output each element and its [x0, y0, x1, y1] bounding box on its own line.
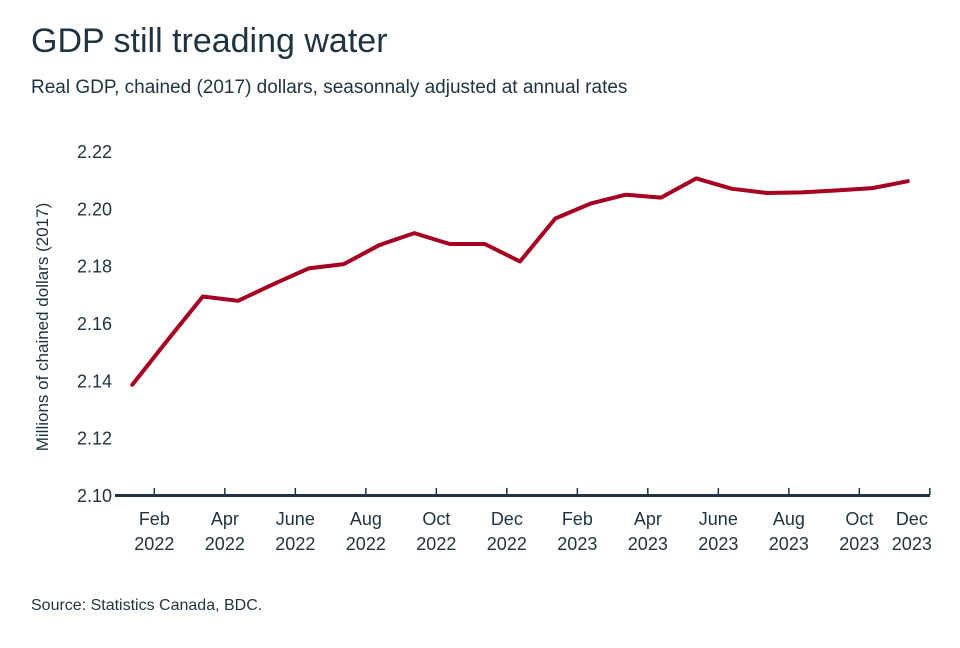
chart-subtitle: Real GDP, chained (2017) dollars, season… — [31, 77, 628, 98]
x-tick-label-year: 2023 — [839, 534, 879, 554]
x-tick-label-month: Oct — [845, 509, 873, 529]
x-tick-label-year: 2022 — [134, 534, 174, 554]
gdp-series-line — [130, 176, 910, 387]
x-tick-label-month: Apr — [211, 509, 239, 529]
x-tick-label-year: 2022 — [416, 534, 456, 554]
y-tick-label: 2.10 — [77, 486, 112, 506]
y-tick-label: 2.16 — [77, 314, 112, 334]
y-tick-label: 2.14 — [77, 371, 112, 391]
y-tick-label: 2.12 — [77, 429, 112, 449]
x-tick-label-month: Dec — [491, 509, 523, 529]
source-note: Source: Statistics Canada, BDC. — [31, 597, 263, 614]
x-tick-label-month: June — [699, 509, 738, 529]
x-tick-label-year: 2023 — [628, 534, 668, 554]
x-tick-label-month: Feb — [139, 509, 170, 529]
x-tick-label-month: Dec — [896, 509, 928, 529]
x-tick-label-year: 2022 — [205, 534, 245, 554]
x-tick-label-month: June — [276, 509, 315, 529]
y-tick-label: 2.18 — [77, 257, 112, 277]
x-tick-label-year: 2022 — [275, 534, 315, 554]
x-tick-label-year: 2023 — [557, 534, 597, 554]
x-tick-label-year: 2023 — [698, 534, 738, 554]
x-tick-label-year: 2022 — [487, 534, 527, 554]
y-axis-label: Millions of chained dollars (2017) — [33, 203, 52, 452]
x-tick-label-month: Aug — [773, 509, 805, 529]
y-tick-label: 2.22 — [77, 142, 112, 162]
x-tick-label-year: 2022 — [346, 534, 386, 554]
x-tick-label-month: Aug — [350, 509, 382, 529]
y-tick-label: 2.20 — [77, 199, 112, 219]
x-tick-label-year: 2023 — [769, 534, 809, 554]
x-tick-label-month: Apr — [634, 509, 662, 529]
x-tick-label-month: Feb — [562, 509, 593, 529]
x-tick-label-year: 2023 — [892, 534, 932, 554]
x-tick-label-month: Oct — [422, 509, 450, 529]
chart-title: GDP still treading water — [31, 22, 388, 60]
